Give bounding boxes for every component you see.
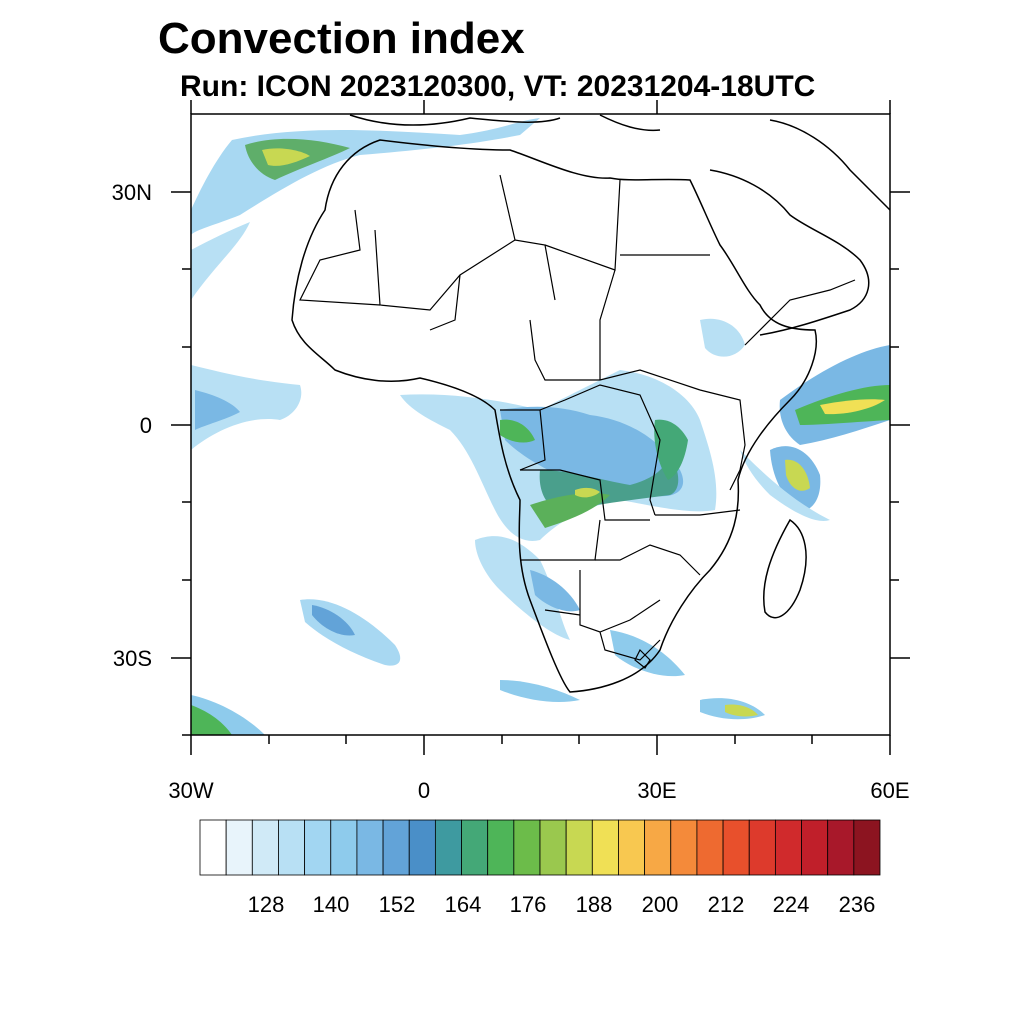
country-border [500, 409, 546, 471]
convection-area [475, 536, 570, 640]
colorbar-swatch [513, 819, 541, 876]
convection-area [262, 148, 310, 166]
colorbar-swatch [304, 819, 332, 876]
convection-area [530, 570, 580, 612]
convection-area [191, 118, 540, 235]
colorbar-swatch [565, 819, 593, 876]
country-border [529, 319, 701, 391]
coastlines [291, 114, 890, 693]
convection-area [500, 419, 535, 443]
country-border [744, 279, 856, 346]
colorbar-swatch [434, 819, 462, 876]
convection-area [654, 419, 688, 480]
lon-label-30w: 30W [168, 778, 213, 803]
arabia-coastline [709, 169, 870, 336]
colorbar-labels: 128 140 152 164 176 188 200 212 224 236 [248, 892, 876, 917]
colorbar-swatch [696, 819, 724, 876]
colorbar-swatch [670, 819, 698, 876]
convection-area [191, 222, 250, 300]
country-border [544, 179, 621, 271]
colorbar-swatch [644, 819, 672, 876]
country-border [544, 609, 581, 616]
colorbar-swatch [827, 819, 855, 876]
colorbar-swatch [539, 819, 567, 876]
lon-label-30e: 30E [637, 778, 676, 803]
convection-area [191, 705, 232, 735]
colorbar-label: 236 [839, 892, 876, 917]
convection-area [700, 318, 745, 357]
colorbar-label: 188 [576, 892, 613, 917]
convection-area [312, 605, 355, 636]
country-border [499, 174, 516, 241]
map-title: Convection index [158, 14, 525, 63]
colorbar-swatch [278, 819, 306, 876]
colorbar-swatch [382, 819, 410, 876]
colorbar-swatch [748, 819, 776, 876]
convection-area [500, 406, 684, 497]
lat-label-0: 0 [140, 413, 152, 438]
colorbar-label: 140 [313, 892, 350, 917]
convection-area [191, 365, 302, 450]
colorbar-swatch [853, 819, 881, 876]
country-border [374, 229, 556, 311]
colorbar-label: 128 [248, 892, 285, 917]
country-borders [299, 174, 856, 669]
country-border [429, 274, 461, 331]
colorbar-label: 176 [510, 892, 547, 917]
africa-coastline [291, 139, 817, 693]
convection-area [500, 680, 580, 702]
colorbar-label: 152 [379, 892, 416, 917]
convection-area [195, 390, 240, 430]
colorbar-swatch [330, 819, 358, 876]
colorbar-swatch [356, 819, 384, 876]
convection-area [820, 399, 885, 415]
convection-field [191, 118, 890, 735]
colorbar-label: 224 [773, 892, 810, 917]
country-border [634, 648, 651, 669]
lon-label-60e: 60E [870, 778, 909, 803]
country-border [520, 469, 650, 521]
colorbar-swatch [199, 819, 227, 876]
convection-area [530, 493, 610, 528]
madagascar [763, 518, 807, 619]
country-border [579, 570, 661, 633]
europe-coastline [349, 114, 561, 126]
colorbar-swatch [774, 819, 802, 876]
country-border [595, 544, 701, 576]
lat-label-30n: 30N [112, 180, 152, 205]
lon-label-0: 0 [418, 778, 430, 803]
colorbar-label: 212 [708, 892, 745, 917]
colorbar-swatch [487, 819, 515, 876]
colorbar-swatch [461, 819, 489, 876]
colorbar-swatch [408, 819, 436, 876]
colorbar-swatch [618, 819, 646, 876]
colorbar-swatch [591, 819, 619, 876]
country-border [539, 384, 661, 516]
colorbar [199, 819, 881, 876]
country-border [699, 389, 746, 491]
europe-coastline [599, 114, 661, 132]
country-border [599, 269, 616, 380]
lat-label-30s: 30S [113, 646, 152, 671]
axis-ticks [171, 100, 910, 755]
colorbar-label: 164 [445, 892, 482, 917]
convection-area [725, 704, 758, 717]
country-border [655, 509, 741, 516]
country-border [299, 209, 381, 306]
arabia-coastline [769, 119, 890, 211]
convection-area [575, 487, 600, 498]
colorbar-swatch [722, 819, 750, 876]
colorbar-swatch [801, 819, 829, 876]
country-border [599, 631, 661, 661]
convection-area [785, 459, 810, 491]
map-subtitle: Run: ICON 2023120300, VT: 20231204-18UTC [180, 70, 816, 103]
colorbar-swatch [225, 819, 253, 876]
colorbar-label: 200 [642, 892, 679, 917]
colorbar-swatch [251, 819, 279, 876]
